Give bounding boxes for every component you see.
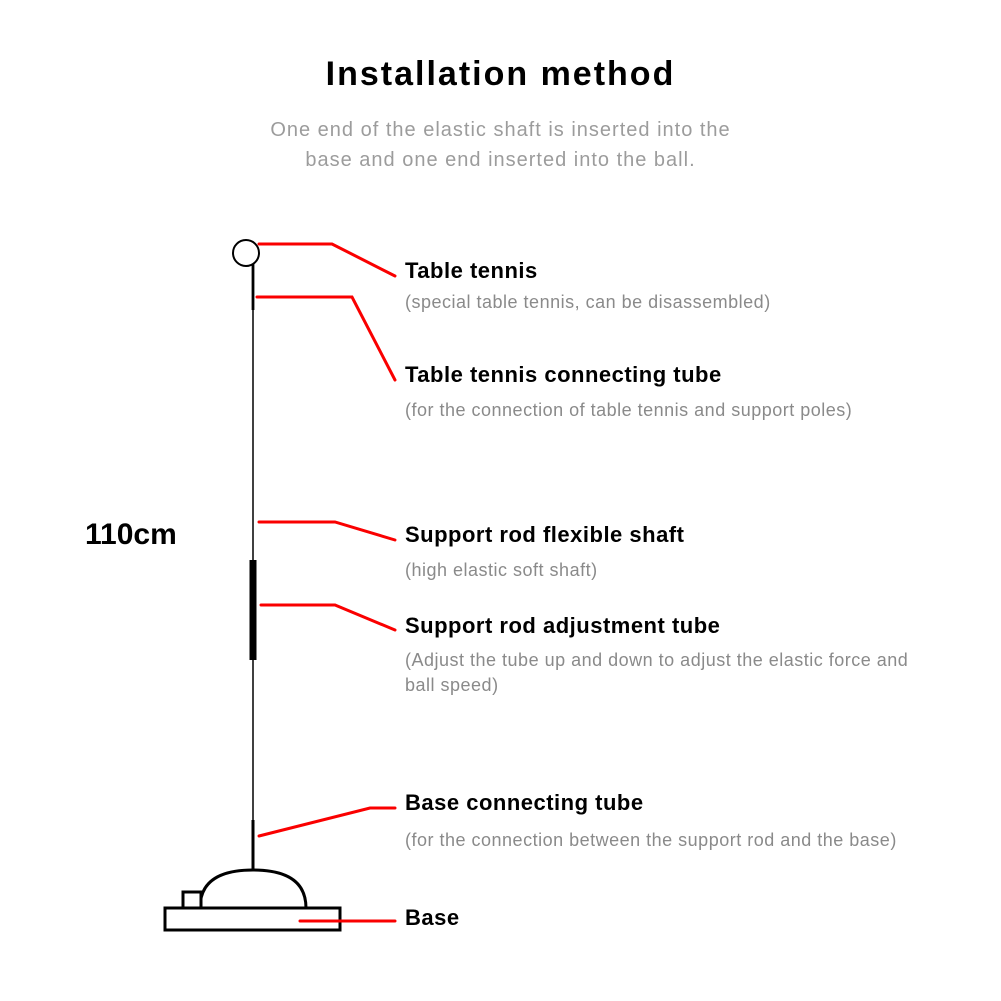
leader-4 [261, 605, 395, 630]
leader-1 [259, 244, 395, 276]
leader-lines [257, 244, 395, 921]
diagram-svg [0, 0, 1001, 1001]
leader-5 [259, 808, 395, 836]
ball-icon [233, 240, 259, 266]
leader-3 [259, 522, 395, 540]
leader-2 [257, 297, 395, 380]
